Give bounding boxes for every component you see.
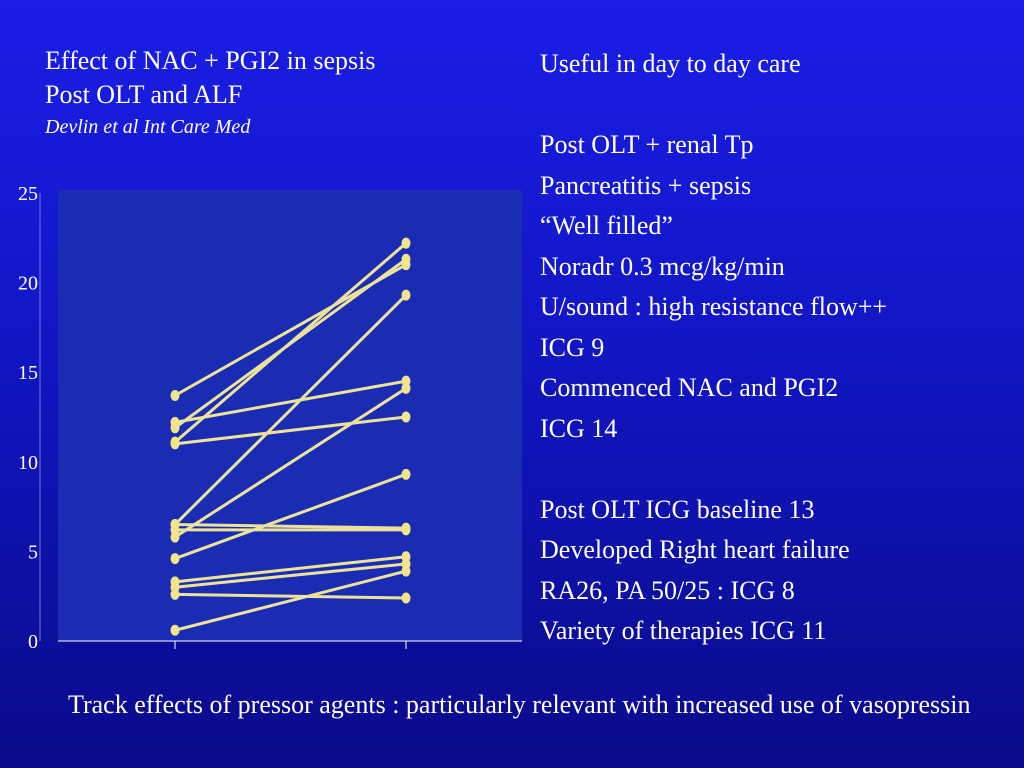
footer-text: Track effects of pressor agents : partic… (68, 690, 971, 719)
y-tick-label: 20 (18, 273, 38, 295)
after-point (401, 253, 411, 265)
y-tick-label: 0 (28, 631, 38, 653)
after-point (401, 411, 411, 423)
y-tick-label: 15 (18, 362, 38, 384)
note-line: ICG 14 (540, 413, 618, 443)
before-point (170, 422, 180, 434)
note-line: Commenced NAC and PGI2 (540, 373, 839, 402)
note-line: Developed Right heart failure (540, 535, 850, 564)
y-tick-label: 10 (18, 452, 38, 474)
note-line: Noradr 0.3 mcg/kg/min (540, 251, 785, 281)
note-line (540, 449, 887, 490)
y-tick-labels: 0 5 10 15 20 25 (18, 183, 38, 653)
after-point (401, 382, 411, 394)
case-notes: Useful in day to day care Post OLT + ren… (540, 44, 887, 652)
note-line: Post OLT + renal Tp (540, 130, 754, 159)
note-line: Post OLT ICG baseline 13 (540, 494, 815, 524)
note-line: U/sound : high resistance flow++ (540, 292, 888, 321)
note-line: RA26, PA 50/25 : ICG 8 (540, 575, 795, 605)
slide-title-line-1: Effect of NAC + PGI2 in sepsis (45, 46, 376, 75)
y-tick-label: 5 (28, 541, 38, 563)
patient-line (174, 555, 407, 584)
before-point (170, 624, 180, 636)
patient-line (174, 415, 407, 446)
plot-area (58, 190, 522, 641)
after-point (401, 237, 411, 249)
note-line: Variety of therapies ICG 11 (540, 616, 827, 645)
after-point (401, 289, 411, 301)
paired-line-chart: 0 5 10 15 20 25 (18, 183, 522, 653)
note-line (540, 85, 887, 126)
after-point (401, 468, 411, 480)
before-point (170, 588, 180, 600)
patient-line (174, 592, 407, 600)
after-point (401, 522, 411, 534)
patient-line (174, 562, 407, 589)
slide-title-line-2: Post OLT and ALF (45, 80, 243, 109)
patient-line (174, 242, 407, 444)
before-point (170, 436, 180, 448)
before-point (170, 531, 180, 543)
patient-line (174, 472, 407, 560)
after-point (401, 565, 411, 577)
before-point (170, 519, 180, 531)
patient-line (173, 294, 408, 526)
patient-line (174, 379, 407, 424)
before-point (170, 389, 180, 401)
before-point (170, 553, 180, 565)
after-point (401, 592, 411, 604)
patient-line (174, 523, 407, 530)
note-line: ICG 9 (540, 332, 605, 362)
slide-title-block: Effect of NAC + PGI2 in sepsis Post OLT … (45, 44, 375, 140)
note-line: “Well filled” (540, 211, 673, 240)
note-line: Pancreatitis + sepsis (540, 170, 752, 200)
note-line: Useful in day to day care (540, 49, 801, 78)
patient-line (174, 569, 407, 632)
patient-line (174, 387, 407, 539)
y-tick-label: 25 (18, 183, 38, 205)
series-group (170, 237, 411, 636)
citation: Devlin et al Int Care Med (45, 116, 251, 138)
